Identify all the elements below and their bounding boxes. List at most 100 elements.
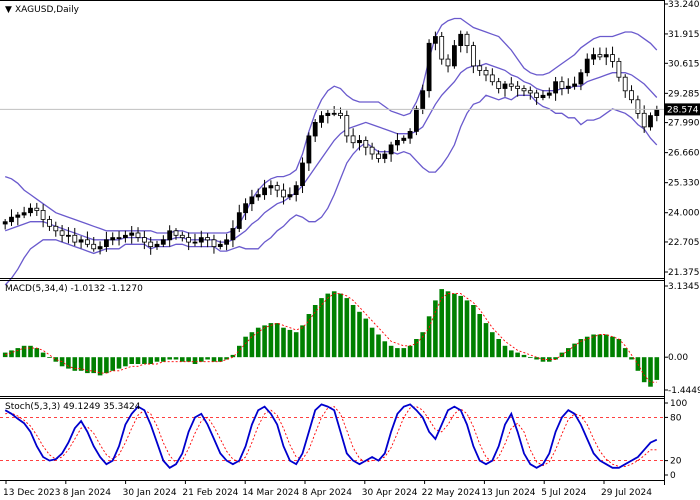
macd-bar xyxy=(395,348,400,358)
price-tick-label: 30.615 xyxy=(668,59,700,69)
macd-bar xyxy=(490,332,495,358)
macd-bar xyxy=(414,339,419,358)
candle-body xyxy=(394,139,400,146)
price-tick-label: 29.285 xyxy=(668,89,700,99)
candle-body xyxy=(224,239,230,245)
macd-bar xyxy=(534,357,539,360)
stochastic-main-line xyxy=(4,403,658,469)
macd-bar xyxy=(281,327,286,358)
price-tick-label: 22.705 xyxy=(668,238,700,248)
macd-bar xyxy=(344,298,350,358)
candle-body xyxy=(572,83,577,87)
candle-body xyxy=(603,54,609,58)
candle-body xyxy=(578,72,584,85)
candle-body xyxy=(357,139,362,144)
macd-bar xyxy=(66,357,71,369)
candle-body xyxy=(312,122,318,137)
macd-bar xyxy=(237,345,242,358)
macd-tick-label: 3.1345 xyxy=(668,282,700,292)
candle-body xyxy=(293,185,299,196)
macd-bar xyxy=(186,357,191,362)
macd-bar xyxy=(192,357,198,364)
macd-bar xyxy=(502,345,508,358)
macd-bar xyxy=(629,357,634,360)
macd-bar xyxy=(15,348,21,358)
candle-body xyxy=(34,207,40,211)
candle-body xyxy=(97,246,103,250)
candle-body xyxy=(610,54,615,62)
stochastic-tick-label: 0 xyxy=(670,471,676,481)
panel-titles: ▼ XAGUSD,Daily MACD(5,34,4) -1.0132 -1.1… xyxy=(5,5,143,412)
macd-bar xyxy=(445,291,451,358)
candle-body xyxy=(344,115,350,137)
candle-body xyxy=(53,225,59,232)
macd-bar xyxy=(129,357,134,364)
macd-bar xyxy=(477,314,482,358)
bollinger-lower-line xyxy=(4,94,658,286)
candle-body xyxy=(458,33,464,46)
price-tick-label: 31.915 xyxy=(668,30,700,40)
candle-body xyxy=(413,108,419,132)
candle-body xyxy=(641,112,647,128)
candle-body xyxy=(559,81,565,89)
candle-body xyxy=(205,237,211,241)
macd-bar xyxy=(515,352,520,358)
stochastic-tick-label: 80 xyxy=(670,413,682,423)
candle-body xyxy=(515,85,520,89)
macd-bar xyxy=(312,305,318,358)
macd-bar xyxy=(433,300,438,358)
time-tick-label: 30 Apr 2024 xyxy=(362,488,418,498)
candle-body xyxy=(300,162,305,187)
macd-signal-line xyxy=(5,293,657,383)
macd-bar xyxy=(452,293,457,358)
candle-body xyxy=(477,65,483,71)
macd-bar xyxy=(40,352,46,358)
macd-bar xyxy=(268,323,274,358)
macd-bar xyxy=(287,329,293,358)
macd-bar xyxy=(496,339,501,358)
macd-bar xyxy=(53,357,59,362)
candle-body xyxy=(21,212,27,216)
macd-bar xyxy=(123,357,128,367)
candle-body xyxy=(527,90,533,94)
candle-body xyxy=(135,232,141,238)
price-tick-label: 33.240 xyxy=(668,0,700,10)
candle-body xyxy=(85,239,90,245)
dropdown-arrow-icon[interactable]: ▼ xyxy=(5,5,12,15)
macd-bar xyxy=(167,357,172,360)
macd-bar xyxy=(641,357,647,383)
macd-bar xyxy=(9,350,14,358)
candle-body xyxy=(376,153,381,159)
stochastic-tick-label: 100 xyxy=(670,399,687,409)
macd-bar xyxy=(584,336,590,358)
macd-bar xyxy=(116,357,122,369)
candle-body xyxy=(565,85,571,89)
price-panel: 33.240 31.915 30.615 29.285 27.990 26.660 25.3… xyxy=(0,0,700,286)
macd-bar xyxy=(578,339,584,358)
candle-body xyxy=(2,221,8,225)
macd-bar xyxy=(509,350,514,358)
macd-bar xyxy=(205,357,210,360)
candle-body xyxy=(129,232,135,236)
candle-body xyxy=(508,83,514,87)
macd-bar xyxy=(382,341,388,358)
time-tick-label: 13 Jun 2024 xyxy=(481,488,535,498)
candle-body xyxy=(483,70,489,76)
macd-bar xyxy=(255,327,261,358)
time-tick-label: 8 Jan 2024 xyxy=(63,488,111,498)
macd-bar xyxy=(249,332,255,358)
bollinger-middle-line xyxy=(4,62,658,243)
candle-body xyxy=(173,230,179,236)
macd-bar xyxy=(243,336,248,358)
macd-bar xyxy=(110,357,115,371)
candle-body xyxy=(451,45,457,67)
macd-bar xyxy=(338,293,343,358)
candle-body xyxy=(616,61,622,78)
macd-bar xyxy=(521,354,527,358)
macd-panel: 3.1345 0.00 -1.4449 xyxy=(2,282,700,396)
macd-bar xyxy=(369,327,375,358)
time-tick-label: 14 Mar 2024 xyxy=(242,488,299,498)
macd-bar xyxy=(300,325,305,358)
candle-body xyxy=(15,214,21,218)
